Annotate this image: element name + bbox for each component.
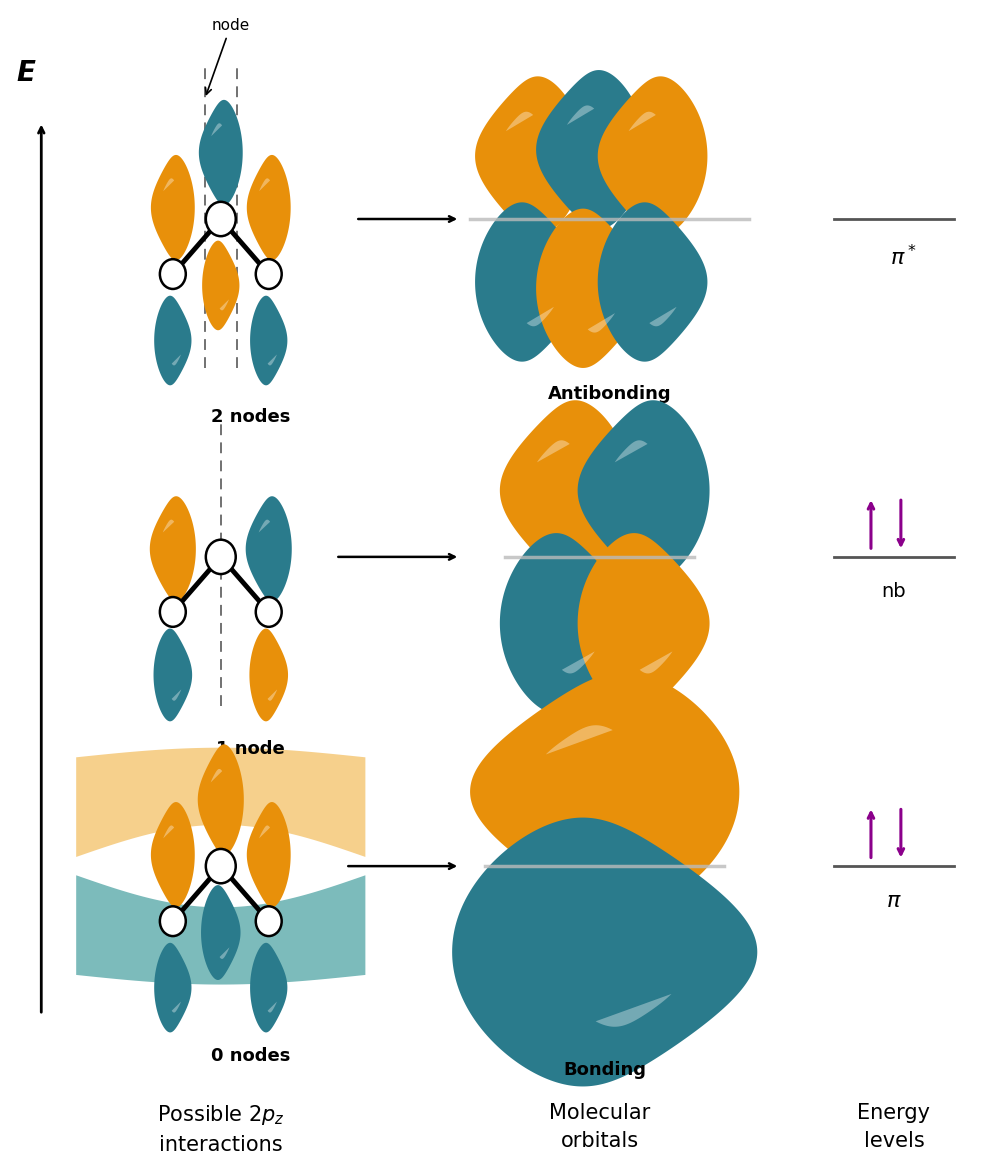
Polygon shape <box>470 672 739 911</box>
Polygon shape <box>246 497 292 602</box>
Polygon shape <box>578 400 710 581</box>
Circle shape <box>206 849 236 884</box>
Polygon shape <box>220 947 229 958</box>
Polygon shape <box>567 105 594 125</box>
Text: 2 nodes: 2 nodes <box>211 408 290 426</box>
Polygon shape <box>596 993 671 1027</box>
Polygon shape <box>598 76 707 236</box>
Polygon shape <box>247 802 291 907</box>
Circle shape <box>160 906 186 936</box>
Polygon shape <box>247 155 291 260</box>
Polygon shape <box>249 628 288 722</box>
Text: 1 node: 1 node <box>216 740 285 758</box>
Polygon shape <box>452 817 757 1087</box>
Circle shape <box>256 597 282 627</box>
Polygon shape <box>598 203 707 361</box>
Text: Possible 2$p_z$
interactions: Possible 2$p_z$ interactions <box>157 1103 285 1156</box>
Polygon shape <box>268 689 277 701</box>
Polygon shape <box>537 441 570 463</box>
Polygon shape <box>172 354 181 365</box>
Polygon shape <box>151 155 195 260</box>
Polygon shape <box>546 725 613 754</box>
Circle shape <box>256 259 282 289</box>
Text: node: node <box>205 17 250 94</box>
Polygon shape <box>201 885 241 979</box>
Polygon shape <box>199 100 243 205</box>
Polygon shape <box>475 203 585 361</box>
Polygon shape <box>154 943 191 1032</box>
Circle shape <box>160 259 186 289</box>
Polygon shape <box>629 112 656 132</box>
Polygon shape <box>250 296 287 385</box>
Polygon shape <box>268 1002 277 1012</box>
Text: Energy
levels: Energy levels <box>857 1103 930 1151</box>
Circle shape <box>160 597 186 627</box>
Polygon shape <box>259 520 270 533</box>
Polygon shape <box>154 296 191 385</box>
Polygon shape <box>475 76 585 236</box>
Text: Antibonding: Antibonding <box>548 385 672 403</box>
Polygon shape <box>163 826 174 838</box>
Polygon shape <box>154 628 192 722</box>
Polygon shape <box>562 652 595 674</box>
Polygon shape <box>259 178 270 191</box>
Text: Nonbonding: Nonbonding <box>539 726 661 744</box>
Polygon shape <box>211 124 222 136</box>
Polygon shape <box>536 209 646 368</box>
Polygon shape <box>578 533 710 714</box>
Polygon shape <box>615 441 648 463</box>
Polygon shape <box>527 307 554 326</box>
Polygon shape <box>151 802 195 907</box>
Text: $\bfit{E}$: $\bfit{E}$ <box>16 59 37 87</box>
Polygon shape <box>250 943 287 1032</box>
Text: Bonding: Bonding <box>563 1061 646 1079</box>
Polygon shape <box>198 744 244 855</box>
Polygon shape <box>76 747 365 857</box>
Polygon shape <box>588 314 615 332</box>
Polygon shape <box>649 307 677 326</box>
Text: nb: nb <box>882 582 906 602</box>
Polygon shape <box>172 689 181 701</box>
Polygon shape <box>506 112 533 132</box>
Polygon shape <box>259 826 270 838</box>
Text: $\pi^*$: $\pi^*$ <box>890 244 917 269</box>
Polygon shape <box>536 70 646 230</box>
Circle shape <box>206 540 236 574</box>
Polygon shape <box>500 533 632 714</box>
Text: 0 nodes: 0 nodes <box>211 1047 290 1065</box>
Polygon shape <box>640 652 672 674</box>
Circle shape <box>206 202 236 237</box>
Circle shape <box>256 906 282 936</box>
Polygon shape <box>172 1002 181 1012</box>
Polygon shape <box>150 497 196 602</box>
Text: $\pi$: $\pi$ <box>886 891 902 912</box>
Polygon shape <box>268 354 277 365</box>
Polygon shape <box>211 768 222 782</box>
Polygon shape <box>76 876 365 984</box>
Polygon shape <box>220 300 229 310</box>
Polygon shape <box>500 400 632 581</box>
Polygon shape <box>202 240 239 330</box>
Polygon shape <box>163 178 174 191</box>
Polygon shape <box>163 520 174 533</box>
Text: Molecular
orbitals: Molecular orbitals <box>549 1103 650 1151</box>
